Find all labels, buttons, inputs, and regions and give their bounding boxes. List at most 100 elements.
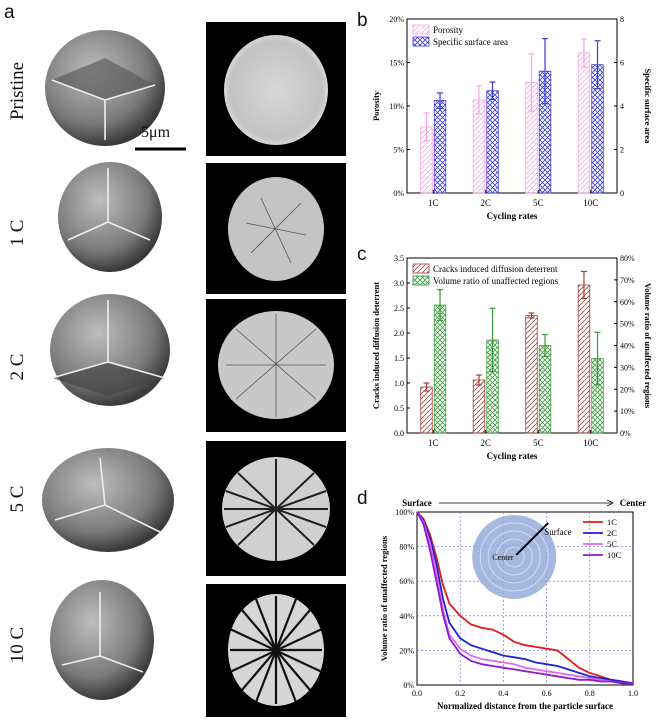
y2-tick-label: 0 [620,189,624,198]
center-label: Center [620,498,647,508]
y-tick-label: 0.0 [394,429,404,438]
panel-c-label: c [357,244,367,265]
y2-tick-label: 60% [620,298,635,307]
y2-axis-label: Specific surface area [643,69,653,145]
legend-swatch [412,275,430,286]
y2-tick-label: 20% [620,385,635,394]
particle-3d-1c [58,162,162,272]
legend-label: 1C [607,517,617,527]
panel-a-label: a [4,2,15,23]
y-tick-label: 100% [395,508,414,517]
cross-section-5c [206,441,346,576]
bar-specific-surface-area [433,100,447,194]
x-tick-label: 10C [583,198,598,208]
y-tick-label: 0% [403,681,414,690]
inset-arrow [515,522,549,556]
y2-tick-label: 10% [620,407,635,416]
cross-section-2c [206,299,346,432]
legend-label: 2C [607,528,617,538]
legend-label: 5C [607,539,617,549]
x-tick-label: 0.8 [585,689,595,698]
series-line-10c [416,511,633,685]
legend-swatch [412,36,430,47]
y-tick-label: 80% [399,543,414,552]
panel-b-label: b [357,10,368,31]
y-tick-label: 1.5 [394,354,404,363]
y-axis-label: Volume ratio of unaffected regions [379,535,389,661]
cross-section-10c [206,584,346,717]
legend-label: Porosity [433,25,464,35]
legend-label: Volume ratio of unaffected regions [433,276,559,286]
x-tick-label: 0.4 [498,689,508,698]
y-tick-label: 15% [389,59,404,68]
x-axis-label: Normalized distance from the particle su… [437,701,613,711]
x-tick-label: 1C [428,198,439,208]
y2-tick-label: 2 [620,146,624,155]
particle-3d-10c [50,580,154,700]
bar-volume-ratio-of-unaffected-regions [433,304,447,434]
bar-cracks-induced-diffusion-deterrent [420,386,433,434]
y-axis-label: Porosity [371,90,381,121]
y-tick-label: 5% [393,146,404,155]
bar-specific-surface-area [486,90,499,194]
particle-3d-2c [50,294,170,406]
y2-tick-label: 0% [620,429,631,438]
x-axis-label: Cycling rates [487,211,538,221]
x-tick-label: 10C [583,438,598,448]
y-tick-label: 3.5 [394,254,404,263]
bar-porosity [577,52,591,194]
legend-label: Cracks induced diffusion deterrent [433,264,558,274]
inset-surface-label: Surface [544,527,571,537]
bar-cracks-induced-diffusion-deterrent [472,379,486,434]
y-tick-label: 0.5 [394,404,404,413]
x-tick-label: 0.6 [542,689,552,698]
scale-bar-label: 5μm [141,124,171,141]
x-tick-label: 1.0 [628,689,638,698]
panel-d-label: d [357,488,368,509]
y-tick-label: 20% [399,646,414,655]
particle-3d-pristine [45,30,165,146]
plot-frame [416,511,634,686]
surface-label: Surface [402,498,432,508]
inset-ring [487,530,541,584]
x-axis-label: Cycling rates [487,451,538,461]
y-tick-label: 40% [399,612,414,621]
chart-unaffected-vs-distance: 0% 20% 40% 60% 80% 100% 0.0 0.2 0.4 0.6 0.8 1.0 Surf… [379,498,647,711]
y-tick-label: 1.0 [394,379,404,388]
y-axis-label: Cracks induced diffusion deterrent [371,282,381,409]
y-tick-label: 10% [389,102,404,111]
legend-label: Specific surface area [433,37,508,47]
inset-center-label: Center [492,553,514,562]
x-tick-label: 1C [428,438,439,448]
cross-section-pristine [206,22,346,156]
y2-tick-label: 30% [620,363,635,372]
x-tick-label: 2C [480,438,491,448]
legend-label: 10C [607,550,622,560]
y2-tick-label: 6 [620,59,624,68]
bar-volume-ratio-of-unaffected-regions [538,345,552,434]
chart-cracks-unaffected: 0.0 0.5 1.0 1.5 2.0 2.5 3.0 3.5 0% 10% 20% 30% 40% 50… [371,254,653,461]
y-tick-label: 3.0 [394,279,404,288]
cross-section-1c [206,163,346,294]
y2-tick-label: 8 [620,15,624,24]
series-line-1c [416,511,634,685]
legend-swatch [412,263,430,274]
y-tick-label: 20% [389,15,404,24]
y2-tick-label: 70% [620,276,635,285]
x-tick-label: 5C [533,198,544,208]
y2-tick-label: 50% [620,320,635,329]
series-line-5c [416,511,633,685]
y-tick-label: 0% [393,189,404,198]
x-tick-label: 0.2 [455,689,465,698]
inset-ring [495,538,533,576]
y-tick-label: 60% [399,577,414,586]
x-tick-label: 2C [480,198,491,208]
y2-tick-label: 40% [620,342,635,351]
y-tick-label: 2.0 [394,329,404,338]
x-tick-label: 5C [533,438,544,448]
y2-tick-label: 4 [620,102,624,111]
y-tick-label: 2.5 [394,304,404,313]
inset-ring [503,546,525,568]
legend-swatch [412,24,430,35]
panel-a-images [42,30,186,700]
